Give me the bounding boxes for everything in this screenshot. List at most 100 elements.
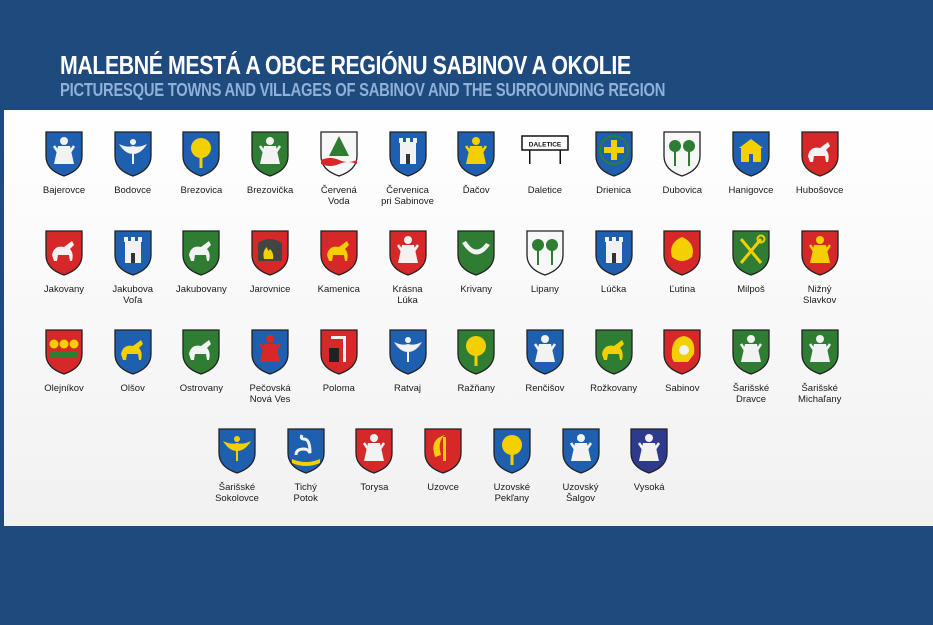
bird-crest-icon <box>114 131 152 177</box>
crest-name: Lipany <box>530 284 559 295</box>
crest-panel <box>4 110 933 526</box>
tower-crest-icon <box>114 230 152 276</box>
crest-item: Jarovnice <box>230 229 310 295</box>
crest-name: Ratvaj <box>394 383 421 394</box>
crest-item: Nižný Slavkov <box>780 229 860 306</box>
crest-name: Tichý Potok <box>293 482 318 504</box>
crest-item: Tichý Potok <box>266 427 346 504</box>
figure-crest-icon <box>801 329 839 375</box>
crest-name: Šarišské Sokolovce <box>215 482 259 504</box>
fir-tree-crest-icon <box>320 131 358 177</box>
crest-name: Hanigovce <box>728 185 774 196</box>
crest-item: Ražňany <box>436 328 516 394</box>
crest-item: Uzovské Pekľany <box>472 427 552 504</box>
crest-item: Olšov <box>93 328 173 394</box>
horse-crest-icon <box>182 329 221 375</box>
fire-crest-icon <box>251 230 289 276</box>
crest-item: Brezovička <box>230 130 310 196</box>
keys-crest-icon <box>732 230 770 276</box>
crest-name: Šarišské Michaľany <box>797 383 842 405</box>
bird-crest-icon <box>218 428 256 474</box>
crest-item: Vysoká <box>609 427 689 493</box>
crest-name: Hubošovce <box>795 185 844 196</box>
crest-name: Ďačov <box>462 185 490 196</box>
crest-name: Bodovce <box>114 185 152 196</box>
figure-crest-icon <box>526 329 564 375</box>
crest-item: Krivany <box>436 229 516 295</box>
cross-crest-icon <box>594 131 633 177</box>
figure-crest-icon <box>355 428 394 474</box>
crest-name: Jakovany <box>43 284 85 295</box>
figure-crest-icon <box>561 428 600 474</box>
building-crest-icon <box>732 131 770 177</box>
crest-item: Krásna Lúka <box>368 229 448 306</box>
crest-item: Drienica <box>574 130 654 196</box>
deer-crest-icon <box>182 230 221 276</box>
crest-name: Brezovica <box>180 185 223 196</box>
header-band: MALEBNÉ MESTÁ A OBCE REGIÓNU SABINOV A O… <box>0 0 933 110</box>
crest-item: Červená Voda <box>299 130 379 207</box>
crest-item: Hanigovce <box>711 130 791 196</box>
gallows-crest-icon <box>320 329 358 375</box>
crest-name: Jakubova Voľa <box>112 284 154 306</box>
trees-crest-icon <box>526 230 564 276</box>
castle-crest-icon <box>388 131 427 177</box>
crest-name: Pečovská Nová Ves <box>249 383 291 405</box>
crest-name: Olšov <box>120 383 145 394</box>
crest-name: Brezovička <box>246 185 294 196</box>
crest-item: Olejníkov <box>24 328 104 394</box>
bird-crest-icon <box>388 329 427 375</box>
crest-item: Šarišské Sokolovce <box>197 427 277 504</box>
crest-item: Hubošovce <box>780 130 860 196</box>
crest-item: Bodovce <box>93 130 173 196</box>
crest-item: Ostrovany <box>161 328 241 394</box>
saint-crest-icon <box>251 329 289 375</box>
crest-item: Šarišské Dravce <box>711 328 791 405</box>
crest-item: Ľutina <box>642 229 722 295</box>
crest-item: Milpoš <box>711 229 791 295</box>
crest-item: Poloma <box>299 328 379 394</box>
crest-name: Sabinov <box>665 383 700 394</box>
church-crest-icon <box>594 230 633 276</box>
horse-crest-icon <box>801 131 839 177</box>
page-subtitle: PICTURESQUE TOWNS AND VILLAGES OF SABINO… <box>60 80 666 100</box>
crest-item: Rožkovany <box>574 328 654 394</box>
saint-crest-icon <box>801 230 839 276</box>
crest-name: Jakubovany <box>176 284 227 295</box>
tree-crest-icon <box>493 428 531 474</box>
crest-name: Kamenica <box>317 284 360 295</box>
crest-item: Kamenica <box>299 229 379 295</box>
crest-name: Krásna Lúka <box>392 284 423 306</box>
crest-name: Daletice <box>527 185 563 196</box>
crest-item: DALETICE Daletice <box>505 130 585 196</box>
crest-item: Brezovica <box>161 130 241 196</box>
crest-name: Torysa <box>360 482 389 493</box>
crest-item: Jakovany <box>24 229 104 295</box>
crest-item: Ratvaj <box>368 328 448 394</box>
figure-crest-icon <box>388 230 427 276</box>
crest-name: Ostrovany <box>179 383 224 394</box>
crest-item: Jakubova Voľa <box>93 229 173 306</box>
crest-name: Drienica <box>596 185 632 196</box>
crest-name: Krivany <box>460 284 493 295</box>
crest-name: Uzovské Pekľany <box>493 482 531 504</box>
crest-name: Červenica pri Sabinove <box>381 185 434 207</box>
crest-item: Lipany <box>505 229 585 295</box>
crest-name: Poloma <box>322 383 355 394</box>
figure-crest-icon <box>732 329 770 375</box>
crest-item: Sabinov <box>642 328 722 394</box>
figure-crest-icon <box>457 131 495 177</box>
crest-name: Rožkovany <box>590 383 638 394</box>
crest-item: Bajerovce <box>24 130 104 196</box>
crest-name: Bajerovce <box>42 185 86 196</box>
tree-crest-icon <box>182 131 221 177</box>
trees-crest-icon <box>663 131 701 177</box>
deer-crest-icon <box>594 329 633 375</box>
crest-name: Lúčka <box>600 284 627 295</box>
daletice-sign-icon: DALETICE <box>521 135 569 164</box>
crest-item: Dubovica <box>642 130 722 196</box>
crest-name: Šarišské Dravce <box>732 383 770 405</box>
figure-crest-icon <box>630 428 668 474</box>
sickle-crest-icon <box>424 428 462 474</box>
crest-item: Uzovce <box>403 427 483 493</box>
